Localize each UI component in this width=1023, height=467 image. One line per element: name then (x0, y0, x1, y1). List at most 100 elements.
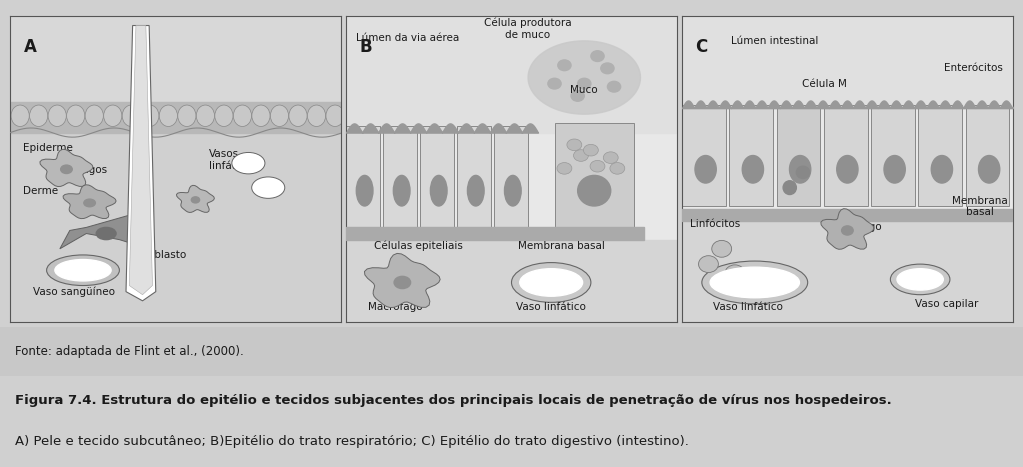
Ellipse shape (601, 63, 614, 74)
Ellipse shape (48, 105, 66, 127)
Ellipse shape (122, 105, 140, 127)
Ellipse shape (252, 105, 270, 127)
Text: Vaso sangüíneo: Vaso sangüíneo (34, 286, 116, 297)
Polygon shape (129, 26, 152, 295)
Ellipse shape (504, 176, 521, 206)
Text: Fibroblasto: Fibroblasto (129, 250, 186, 260)
Ellipse shape (557, 163, 572, 174)
Ellipse shape (784, 181, 796, 195)
Polygon shape (177, 185, 215, 212)
Bar (10, 16, 341, 108)
Ellipse shape (326, 105, 344, 127)
Text: Figura 7.4. Estrutura do epitélio e tecidos subjacentes dos principais locais de: Figura 7.4. Estrutura do epitélio e teci… (15, 394, 892, 407)
Ellipse shape (96, 227, 116, 240)
Ellipse shape (842, 226, 853, 235)
Ellipse shape (55, 260, 112, 281)
Bar (966, 105, 1010, 206)
Ellipse shape (215, 105, 233, 127)
Text: C: C (696, 38, 708, 56)
Polygon shape (126, 26, 155, 301)
Ellipse shape (604, 152, 618, 163)
Text: Vasos
linfáticos: Vasos linfáticos (209, 149, 256, 171)
Polygon shape (40, 149, 93, 186)
Ellipse shape (712, 241, 731, 257)
Ellipse shape (232, 152, 265, 174)
Ellipse shape (608, 81, 621, 92)
Bar (824, 105, 868, 206)
Bar (682, 105, 726, 206)
Text: Lúmen intestinal: Lúmen intestinal (730, 36, 818, 46)
Bar (776, 105, 820, 206)
Text: A: A (24, 38, 37, 56)
Ellipse shape (103, 105, 122, 127)
Ellipse shape (468, 176, 484, 206)
Text: Membrana
basal: Membrana basal (951, 196, 1008, 217)
Ellipse shape (591, 51, 605, 62)
Ellipse shape (837, 156, 858, 183)
Ellipse shape (252, 177, 284, 198)
Ellipse shape (695, 156, 716, 183)
Bar (682, 221, 1013, 322)
Bar (682, 16, 1013, 108)
Ellipse shape (191, 197, 199, 203)
Text: B: B (359, 38, 372, 56)
Bar (871, 105, 915, 206)
Ellipse shape (558, 60, 571, 71)
Ellipse shape (356, 176, 373, 206)
Bar (10, 102, 341, 133)
Bar (554, 123, 634, 230)
Ellipse shape (979, 156, 999, 183)
Ellipse shape (574, 150, 588, 161)
Ellipse shape (85, 105, 103, 127)
Polygon shape (63, 185, 116, 219)
Ellipse shape (796, 166, 809, 178)
Text: Epiderme: Epiderme (24, 143, 74, 153)
Ellipse shape (890, 264, 950, 295)
Bar (919, 105, 963, 206)
Ellipse shape (520, 269, 583, 296)
Ellipse shape (710, 267, 799, 298)
Ellipse shape (725, 265, 745, 282)
Ellipse shape (394, 176, 410, 206)
Bar (346, 127, 380, 230)
Bar (346, 240, 677, 322)
Ellipse shape (160, 105, 177, 127)
Text: Fonte: adaptada de Flint et al., (2000).: Fonte: adaptada de Flint et al., (2000). (15, 345, 244, 358)
Ellipse shape (571, 91, 584, 101)
Ellipse shape (30, 105, 48, 127)
Ellipse shape (702, 261, 808, 304)
Ellipse shape (590, 161, 605, 172)
Ellipse shape (431, 176, 447, 206)
Ellipse shape (394, 276, 410, 289)
Text: Vaso linfático: Vaso linfático (713, 302, 783, 312)
Text: Muco: Muco (571, 85, 598, 95)
Ellipse shape (178, 105, 196, 127)
Bar (420, 127, 454, 230)
Bar (346, 227, 643, 240)
Ellipse shape (610, 163, 625, 174)
Text: Derme: Derme (24, 186, 58, 196)
Ellipse shape (47, 255, 120, 285)
Polygon shape (820, 209, 874, 249)
Ellipse shape (884, 156, 905, 183)
Ellipse shape (567, 139, 582, 151)
Text: Linfócitos: Linfócitos (690, 219, 741, 229)
Polygon shape (364, 254, 440, 308)
Ellipse shape (233, 105, 252, 127)
Ellipse shape (66, 105, 85, 127)
Bar (457, 127, 491, 230)
Text: Macrófago: Macrófago (368, 302, 424, 312)
Bar (346, 16, 677, 133)
Text: Lúmen da via aérea: Lúmen da via aérea (356, 33, 459, 43)
Ellipse shape (790, 156, 811, 183)
Text: A) Pele e tecido subcutâneo; B)Epitélio do trato respiratório; C) Epitélio do tr: A) Pele e tecido subcutâneo; B)Epitélio … (15, 435, 690, 448)
Text: Enterócitos: Enterócitos (943, 64, 1003, 73)
Ellipse shape (288, 105, 307, 127)
Ellipse shape (60, 165, 73, 174)
Bar (729, 105, 773, 206)
Ellipse shape (84, 199, 95, 207)
Ellipse shape (270, 105, 288, 127)
Bar (384, 127, 417, 230)
Ellipse shape (578, 78, 591, 89)
Text: Vaso linfático: Vaso linfático (517, 302, 586, 312)
